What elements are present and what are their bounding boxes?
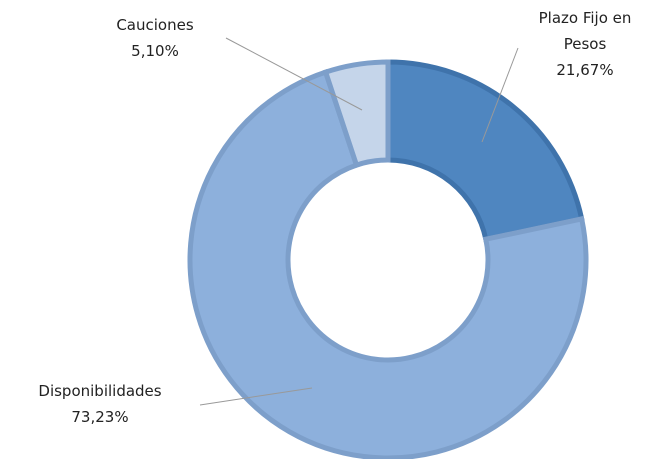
value-label: 21,67% xyxy=(556,61,614,79)
category-label: Cauciones xyxy=(116,16,194,34)
category-label: Disponibilidades xyxy=(38,382,162,400)
slice-label: Plazo Fijo en Pesos 21,67% xyxy=(515,5,655,83)
leader-line xyxy=(199,387,313,406)
donut-slice xyxy=(187,68,589,459)
slice-label: Cauciones 5,10% xyxy=(95,12,215,64)
value-label: 73,23% xyxy=(71,408,129,426)
leader-line xyxy=(225,37,363,111)
slice-label: Disponibilidades 73,23% xyxy=(5,378,195,430)
donut-slice xyxy=(322,59,391,169)
donut-slice xyxy=(385,59,585,243)
value-label: 5,10% xyxy=(131,42,179,60)
leader-line xyxy=(481,47,519,143)
category-label: Plazo Fijo en Pesos xyxy=(538,9,632,53)
